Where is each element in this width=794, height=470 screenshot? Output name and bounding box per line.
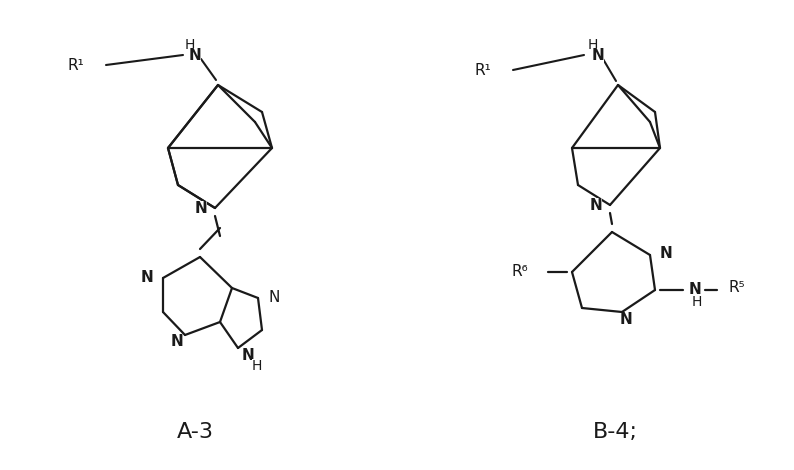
Text: R⁵: R⁵ (729, 281, 746, 296)
Text: A-3: A-3 (176, 422, 214, 442)
Text: N: N (619, 313, 632, 328)
Text: B-4;: B-4; (592, 422, 638, 442)
Text: N: N (242, 348, 255, 363)
Text: N: N (660, 245, 673, 260)
Text: N: N (688, 282, 701, 298)
Text: N: N (141, 271, 153, 285)
Text: H: H (185, 38, 195, 52)
Text: H: H (252, 359, 262, 373)
Text: R⁶: R⁶ (511, 265, 528, 280)
Text: H: H (692, 295, 702, 309)
Text: R¹: R¹ (474, 63, 491, 78)
Text: N: N (590, 197, 603, 212)
Text: N: N (195, 201, 207, 216)
Text: N: N (189, 47, 202, 63)
Text: H: H (588, 38, 598, 52)
Text: N: N (592, 47, 604, 63)
Text: R¹: R¹ (67, 57, 84, 72)
Text: N: N (268, 290, 279, 306)
Text: N: N (171, 334, 183, 348)
